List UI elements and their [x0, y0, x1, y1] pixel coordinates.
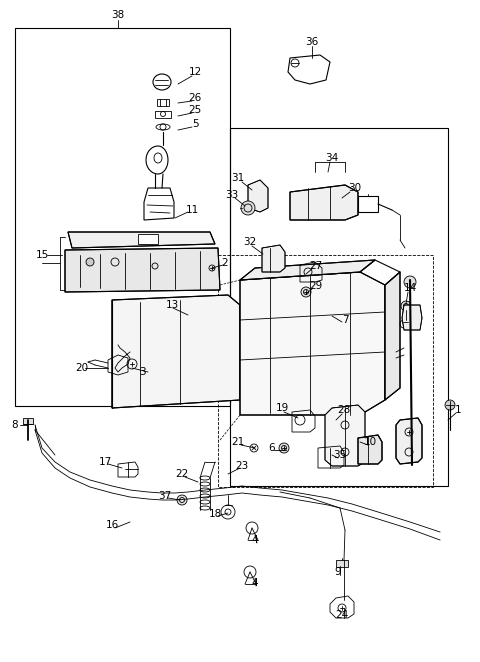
Polygon shape: [240, 260, 375, 280]
Circle shape: [301, 287, 311, 297]
Bar: [23, 418, 33, 424]
Polygon shape: [385, 272, 400, 400]
Text: 18: 18: [208, 509, 222, 519]
Text: 9: 9: [335, 567, 341, 577]
Bar: [157, 99, 169, 106]
Circle shape: [401, 301, 411, 311]
Text: 24: 24: [336, 610, 348, 620]
Text: 30: 30: [348, 183, 361, 193]
Text: 33: 33: [226, 190, 239, 200]
Text: 32: 32: [243, 237, 257, 247]
Circle shape: [445, 400, 455, 410]
Text: 27: 27: [310, 261, 323, 271]
Text: 19: 19: [276, 403, 288, 413]
Text: 5: 5: [192, 119, 198, 129]
Text: 36: 36: [305, 37, 319, 47]
Polygon shape: [240, 272, 385, 415]
Text: 20: 20: [75, 363, 89, 373]
Circle shape: [279, 443, 289, 453]
Polygon shape: [262, 245, 285, 272]
Polygon shape: [112, 295, 240, 408]
Text: 8: 8: [12, 420, 18, 430]
Text: 31: 31: [231, 173, 245, 183]
Polygon shape: [68, 232, 215, 248]
Circle shape: [404, 276, 416, 288]
Text: 4: 4: [252, 578, 258, 588]
Bar: [336, 560, 348, 567]
Bar: [218, 255, 433, 487]
Text: 4: 4: [252, 535, 258, 545]
Text: 14: 14: [403, 283, 417, 293]
Polygon shape: [402, 305, 422, 330]
Text: 28: 28: [337, 405, 350, 415]
Bar: [15, 28, 230, 406]
Text: 12: 12: [188, 67, 202, 77]
Text: 21: 21: [231, 437, 245, 447]
Circle shape: [86, 258, 94, 266]
Polygon shape: [65, 248, 220, 292]
Text: 10: 10: [363, 437, 377, 447]
Bar: [230, 128, 448, 486]
Polygon shape: [290, 185, 358, 220]
Text: 35: 35: [334, 450, 347, 460]
Text: 7: 7: [342, 315, 348, 325]
Polygon shape: [325, 405, 365, 466]
Text: 26: 26: [188, 93, 202, 103]
Text: 13: 13: [166, 300, 179, 310]
Text: 37: 37: [158, 491, 172, 501]
Text: 1: 1: [455, 405, 461, 415]
Text: 23: 23: [235, 461, 249, 471]
Text: 11: 11: [185, 205, 199, 215]
Text: 17: 17: [98, 457, 112, 467]
Polygon shape: [396, 418, 422, 464]
Text: 16: 16: [106, 520, 119, 530]
Bar: [138, 234, 158, 244]
Polygon shape: [358, 435, 382, 464]
Text: 2: 2: [222, 258, 228, 268]
Text: 15: 15: [36, 250, 48, 260]
Text: 22: 22: [175, 469, 189, 479]
Circle shape: [241, 201, 255, 215]
Bar: [155, 111, 171, 118]
Circle shape: [177, 495, 187, 505]
Text: 29: 29: [310, 281, 323, 291]
Text: 6: 6: [269, 443, 276, 453]
Text: 34: 34: [325, 153, 338, 163]
Text: 38: 38: [111, 10, 125, 20]
Text: 25: 25: [188, 105, 202, 115]
Text: 3: 3: [139, 367, 145, 377]
Polygon shape: [248, 180, 268, 212]
